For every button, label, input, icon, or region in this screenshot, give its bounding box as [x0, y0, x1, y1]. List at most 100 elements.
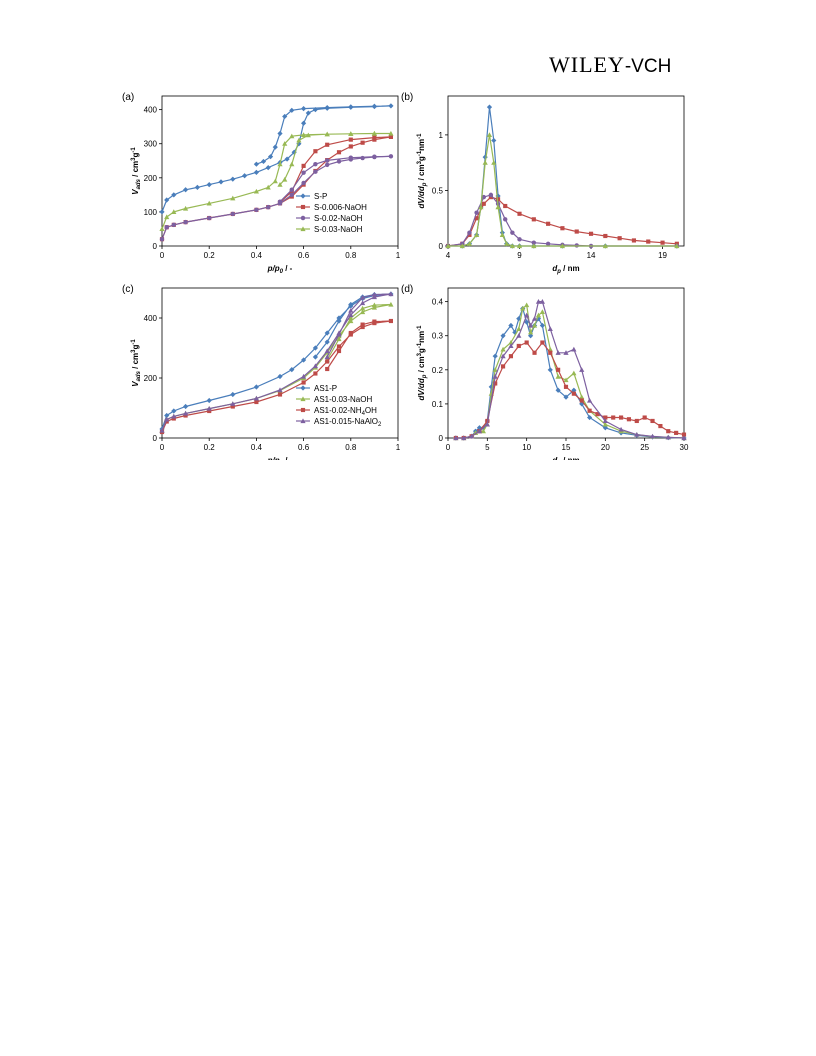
- data-point: [289, 133, 295, 139]
- y-tick-label: 300: [144, 140, 158, 149]
- data-point: [324, 339, 330, 345]
- data-point: [504, 241, 510, 246]
- chart-panel-3: (d) 0 5 10 15 20 25 30 0 0.1 0.2 0.3 0.4 dp / nm dV/dd…: [401, 284, 689, 460]
- data-point: [571, 370, 577, 376]
- data-point: [313, 169, 318, 174]
- logo-main: WILEY: [549, 52, 625, 77]
- legend-label: S-P: [314, 192, 327, 201]
- legend: AS1-P AS1-0.03-NaOH AS1-0.02-NH4OHAS1-0.01…: [296, 384, 382, 428]
- data-point: [360, 295, 366, 300]
- data-point: [301, 380, 306, 385]
- data-point: [277, 199, 283, 204]
- chart-panel-1: (b) 4 9 14 19 0 0.5 1 dp / nm dV/ddp / cm3g-1nm-1: [401, 92, 685, 275]
- data-point: [482, 160, 488, 165]
- data-point: [183, 413, 188, 418]
- data-point: [488, 192, 494, 198]
- series-line: [455, 306, 685, 439]
- data-point: [603, 415, 608, 420]
- data-point: [348, 318, 354, 324]
- data-point: [371, 304, 377, 310]
- data-point: [305, 132, 311, 138]
- series-S-0.03-NaOH: [159, 130, 394, 232]
- y-tick-label: 0.4: [432, 298, 444, 307]
- data-point: [556, 367, 561, 372]
- x-tick-label: 0.6: [298, 443, 310, 452]
- data-point: [164, 412, 170, 419]
- data-point: [206, 215, 212, 221]
- data-point: [171, 222, 177, 228]
- plot-frame: [447, 95, 685, 247]
- x-tick-label: 19: [658, 251, 667, 260]
- data-point: [459, 243, 465, 249]
- data-point: [360, 300, 366, 306]
- data-point: [301, 180, 306, 186]
- data-point: [206, 200, 212, 206]
- data-point: [324, 348, 330, 354]
- data-point: [372, 154, 377, 159]
- data-point: [650, 418, 655, 424]
- data-point: [360, 155, 365, 161]
- y-axis-label: dV/ddp / cm3g-1nm-1: [417, 133, 428, 209]
- y-tick-label: 0.5: [432, 186, 444, 195]
- data-point: [508, 343, 514, 349]
- x-tick-label: 10: [522, 443, 531, 452]
- data-point: [171, 416, 176, 421]
- data-point: [547, 367, 553, 373]
- data-point: [634, 418, 639, 424]
- data-point: [336, 331, 342, 337]
- data-point: [563, 377, 569, 383]
- data-point: [301, 106, 307, 112]
- x-tick-label: 0.8: [345, 251, 357, 260]
- data-point: [282, 176, 288, 182]
- legend: S-P S-0.006-NaOH S-0.02-NaOH S-0.03-NaOH: [296, 192, 367, 234]
- data-point: [535, 312, 542, 318]
- legend-marker: [300, 226, 306, 232]
- data-point: [488, 195, 493, 200]
- data-point: [348, 315, 354, 321]
- data-point: [253, 384, 259, 390]
- data-point: [528, 333, 534, 339]
- data-point: [194, 184, 200, 190]
- data-point: [486, 104, 493, 110]
- data-point: [469, 433, 475, 439]
- plot-frame: [161, 95, 399, 247]
- data-point: [360, 305, 366, 311]
- data-point: [492, 353, 498, 359]
- data-point: [646, 239, 651, 244]
- x-axis-label: dp / nm: [552, 456, 579, 460]
- data-point: [524, 340, 529, 345]
- data-point: [539, 322, 545, 329]
- data-point: [602, 425, 608, 431]
- data-point: [348, 137, 353, 142]
- x-tick-label: 0.4: [251, 443, 263, 452]
- data-point: [324, 354, 330, 360]
- x-tick-label: 0.2: [204, 443, 216, 452]
- y-tick-label: 0.3: [432, 332, 444, 341]
- data-point: [336, 318, 342, 324]
- data-point: [495, 204, 501, 210]
- legend-label: S-0.006-NaOH: [314, 203, 367, 212]
- y-axis-label: dV/ddp / cm3g-1nm-1: [417, 325, 428, 401]
- data-point: [512, 329, 518, 335]
- legend-label: AS1-0.015-NaAlO2: [314, 417, 382, 428]
- series-line: [448, 107, 677, 247]
- data-point: [388, 291, 394, 297]
- data-point: [324, 131, 330, 137]
- data-point: [171, 209, 177, 214]
- data-point: [324, 330, 330, 336]
- legend-marker: [300, 215, 306, 221]
- data-point: [324, 162, 330, 168]
- data-point: [531, 243, 537, 249]
- data-point: [388, 130, 394, 136]
- data-point: [371, 302, 377, 308]
- data-point: [524, 319, 530, 325]
- data-point: [495, 197, 501, 202]
- data-point: [524, 312, 530, 318]
- data-point: [658, 423, 663, 429]
- data-point: [159, 427, 165, 433]
- data-point: [453, 435, 459, 441]
- data-point: [520, 305, 526, 311]
- x-tick-label: 25: [640, 443, 649, 452]
- legend-marker: [300, 204, 306, 210]
